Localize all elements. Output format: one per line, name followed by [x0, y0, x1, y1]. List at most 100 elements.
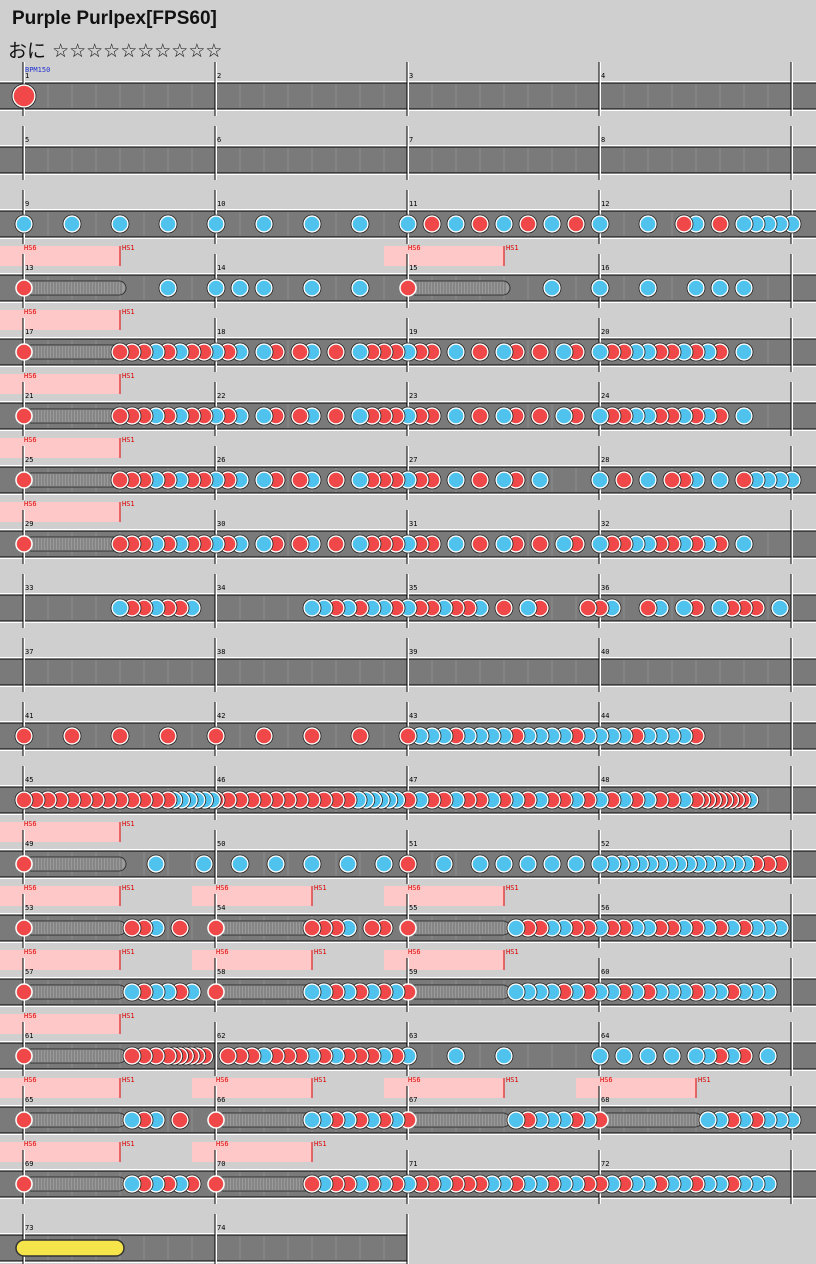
- drumroll-body: [23, 1112, 127, 1128]
- note-outline: [734, 278, 754, 298]
- don-note: [471, 343, 489, 361]
- note-outline: [254, 406, 274, 426]
- don-note: [471, 215, 489, 233]
- drumroll-head: [15, 855, 33, 873]
- note-outline: [350, 534, 370, 554]
- note-outline: [662, 1046, 682, 1066]
- note-outline: [554, 534, 574, 554]
- ka-note: [351, 279, 369, 297]
- ka-note: [699, 1111, 717, 1129]
- note-outline: [494, 406, 514, 426]
- ka-note: [351, 407, 369, 425]
- note-outline: [770, 598, 790, 618]
- note-outline: [14, 726, 34, 746]
- speed-marker-end: HS1: [122, 1076, 135, 1084]
- note-outline: [158, 726, 178, 746]
- ka-note: [543, 279, 561, 297]
- measure-number: 46: [217, 776, 225, 784]
- speed-zone: [0, 1014, 120, 1034]
- speed-marker-start: HS6: [24, 948, 37, 956]
- measure-number: 38: [217, 648, 225, 656]
- ka-note: [303, 855, 321, 873]
- bpm-label: BPM150: [25, 66, 50, 74]
- drumroll-head: [207, 1111, 225, 1129]
- don-note: [351, 727, 369, 745]
- ka-note: [435, 855, 453, 873]
- measure-number: 54: [217, 904, 225, 912]
- measure-number: 73: [25, 1224, 33, 1232]
- drumroll-head: [207, 1175, 225, 1193]
- drumroll-head: [207, 919, 225, 937]
- ka-note: [159, 215, 177, 233]
- don-note: [711, 215, 729, 233]
- speed-zone: [384, 1078, 504, 1098]
- note-outline: [254, 534, 274, 554]
- measure-number: 42: [217, 712, 225, 720]
- ka-note: [591, 1047, 609, 1065]
- note-outline: [158, 214, 178, 234]
- ka-note: [123, 1175, 141, 1193]
- don-note: [111, 535, 129, 553]
- measure-number: 74: [217, 1224, 225, 1232]
- speed-zone: [192, 950, 312, 970]
- don-note: [255, 727, 273, 745]
- note-outline: [350, 342, 370, 362]
- note-outline: [446, 1046, 466, 1066]
- note-outline: [350, 278, 370, 298]
- note-outline: [326, 470, 346, 490]
- note-outline: [530, 534, 550, 554]
- drumroll-head: [15, 1047, 33, 1065]
- note-outline: [338, 854, 358, 874]
- don-note: [615, 471, 633, 489]
- measure-number: 22: [217, 392, 225, 400]
- don-note: [111, 727, 129, 745]
- don-note: [15, 727, 33, 745]
- note-outline: [638, 278, 658, 298]
- measure-number: 65: [25, 1096, 33, 1104]
- speed-marker-end: HS1: [122, 372, 135, 380]
- ka-note: [351, 343, 369, 361]
- don-note: [639, 599, 657, 617]
- speed-marker-start: HS6: [24, 308, 37, 316]
- don-note: [291, 535, 309, 553]
- note-outline: [494, 854, 514, 874]
- speed-marker-start: HS6: [24, 820, 37, 828]
- don-note: [291, 471, 309, 489]
- measure-number: 50: [217, 840, 225, 848]
- note-outline: [110, 598, 130, 618]
- note-outline: [254, 726, 274, 746]
- drumroll-body: [407, 280, 511, 296]
- note-outline: [446, 406, 466, 426]
- note-outline: [758, 1046, 778, 1066]
- measure-number: 27: [409, 456, 417, 464]
- don-note: [327, 407, 345, 425]
- don-note: [291, 407, 309, 425]
- ka-note: [255, 215, 273, 233]
- note-outline: [614, 1046, 634, 1066]
- don-note: [303, 1175, 321, 1193]
- note-outline: [14, 790, 34, 810]
- note-outline: [542, 278, 562, 298]
- note-outline: [110, 726, 130, 746]
- note-outline: [290, 470, 310, 490]
- measure-number: 57: [25, 968, 33, 976]
- ka-note: [555, 407, 573, 425]
- ka-note: [735, 215, 753, 233]
- ka-note: [255, 471, 273, 489]
- ka-note: [63, 215, 81, 233]
- measure-number: 55: [409, 904, 417, 912]
- ka-note: [447, 343, 465, 361]
- speed-zone: [0, 502, 120, 522]
- measure-number: 70: [217, 1160, 225, 1168]
- note-outline: [734, 214, 754, 234]
- note-outline: [734, 406, 754, 426]
- speed-marker-end: HS1: [314, 1076, 327, 1084]
- don-note: [399, 855, 417, 873]
- ka-note: [555, 343, 573, 361]
- speed-marker-end: HS1: [122, 948, 135, 956]
- ka-note: [303, 599, 321, 617]
- note-outline: [254, 470, 274, 490]
- note-outline: [146, 854, 166, 874]
- measure-number: 71: [409, 1160, 417, 1168]
- speed-marker-start: HS6: [408, 948, 421, 956]
